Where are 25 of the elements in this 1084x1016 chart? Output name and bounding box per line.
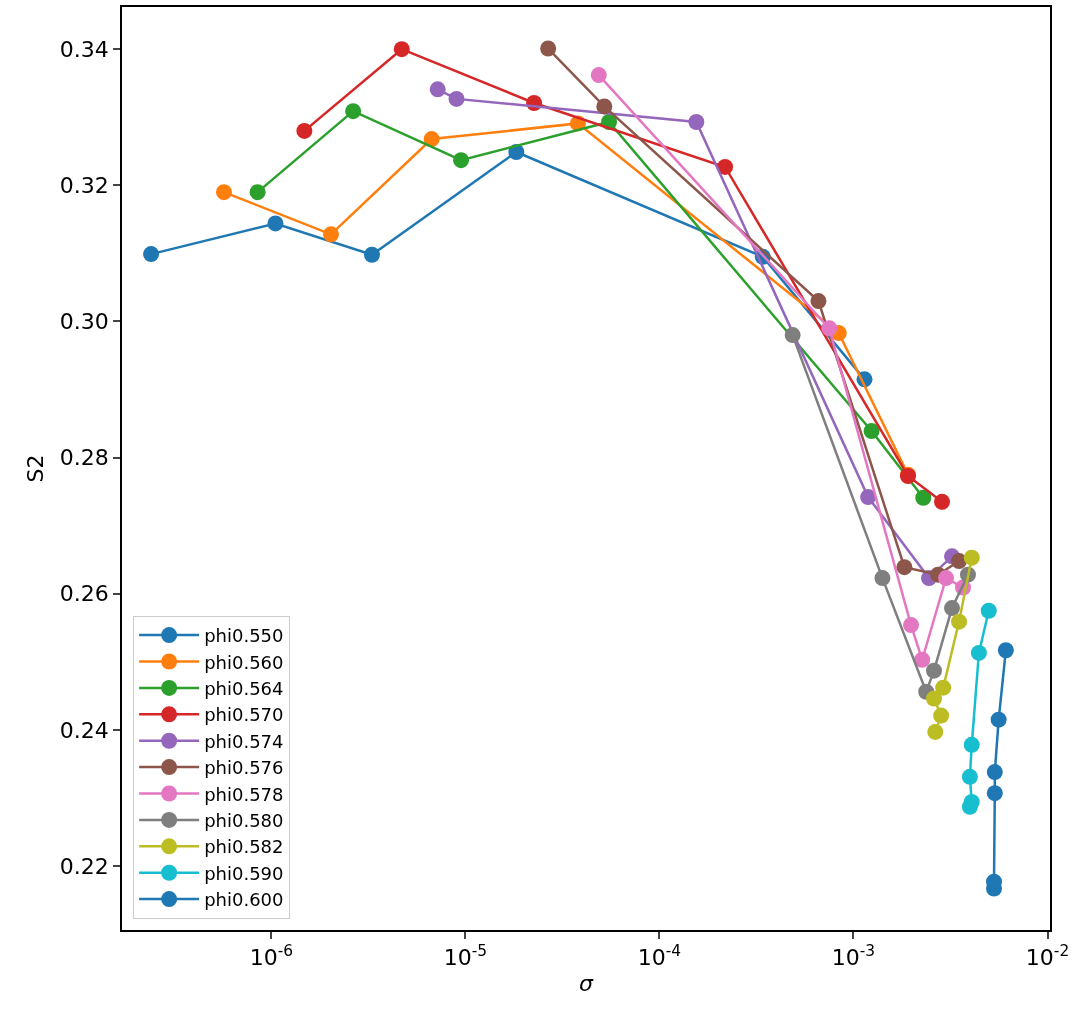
- x-tick-label: 10$^{-5}$: [443, 941, 488, 971]
- x-tick-label: 10$^{-2}$: [1025, 941, 1070, 971]
- legend-label: phi0.574: [204, 730, 284, 752]
- legend-label: phi0.576: [204, 757, 284, 779]
- legend-label: phi0.600: [204, 889, 284, 911]
- y-tick-label: 0.22: [59, 853, 109, 879]
- y-tick-label: 0.32: [59, 173, 109, 199]
- x-tick-label: 10$^{-4}$: [637, 941, 682, 971]
- y-tick-label: 0.24: [59, 717, 109, 743]
- legend-label: phi0.578: [204, 783, 284, 805]
- y-tick-label: 0.26: [59, 581, 109, 607]
- y-tick-label: 0.34: [59, 36, 109, 62]
- x-tick-label: 10$^{-6}$: [249, 941, 294, 971]
- legend-label: phi0.560: [204, 651, 284, 673]
- legend-label: phi0.564: [204, 677, 284, 699]
- legend-label: phi0.582: [204, 836, 284, 858]
- y-tick-label: 0.28: [59, 445, 109, 471]
- legend-label: phi0.570: [204, 704, 284, 726]
- legend-label: phi0.580: [204, 809, 284, 831]
- legend-label: phi0.590: [204, 862, 284, 884]
- x-tick-label: 10$^{-3}$: [831, 941, 876, 971]
- x-axis-title: σ: [579, 970, 595, 996]
- y-tick-label: 0.30: [59, 309, 109, 335]
- y-axis-title: S2: [23, 454, 49, 483]
- legend-label: phi0.550: [204, 625, 284, 647]
